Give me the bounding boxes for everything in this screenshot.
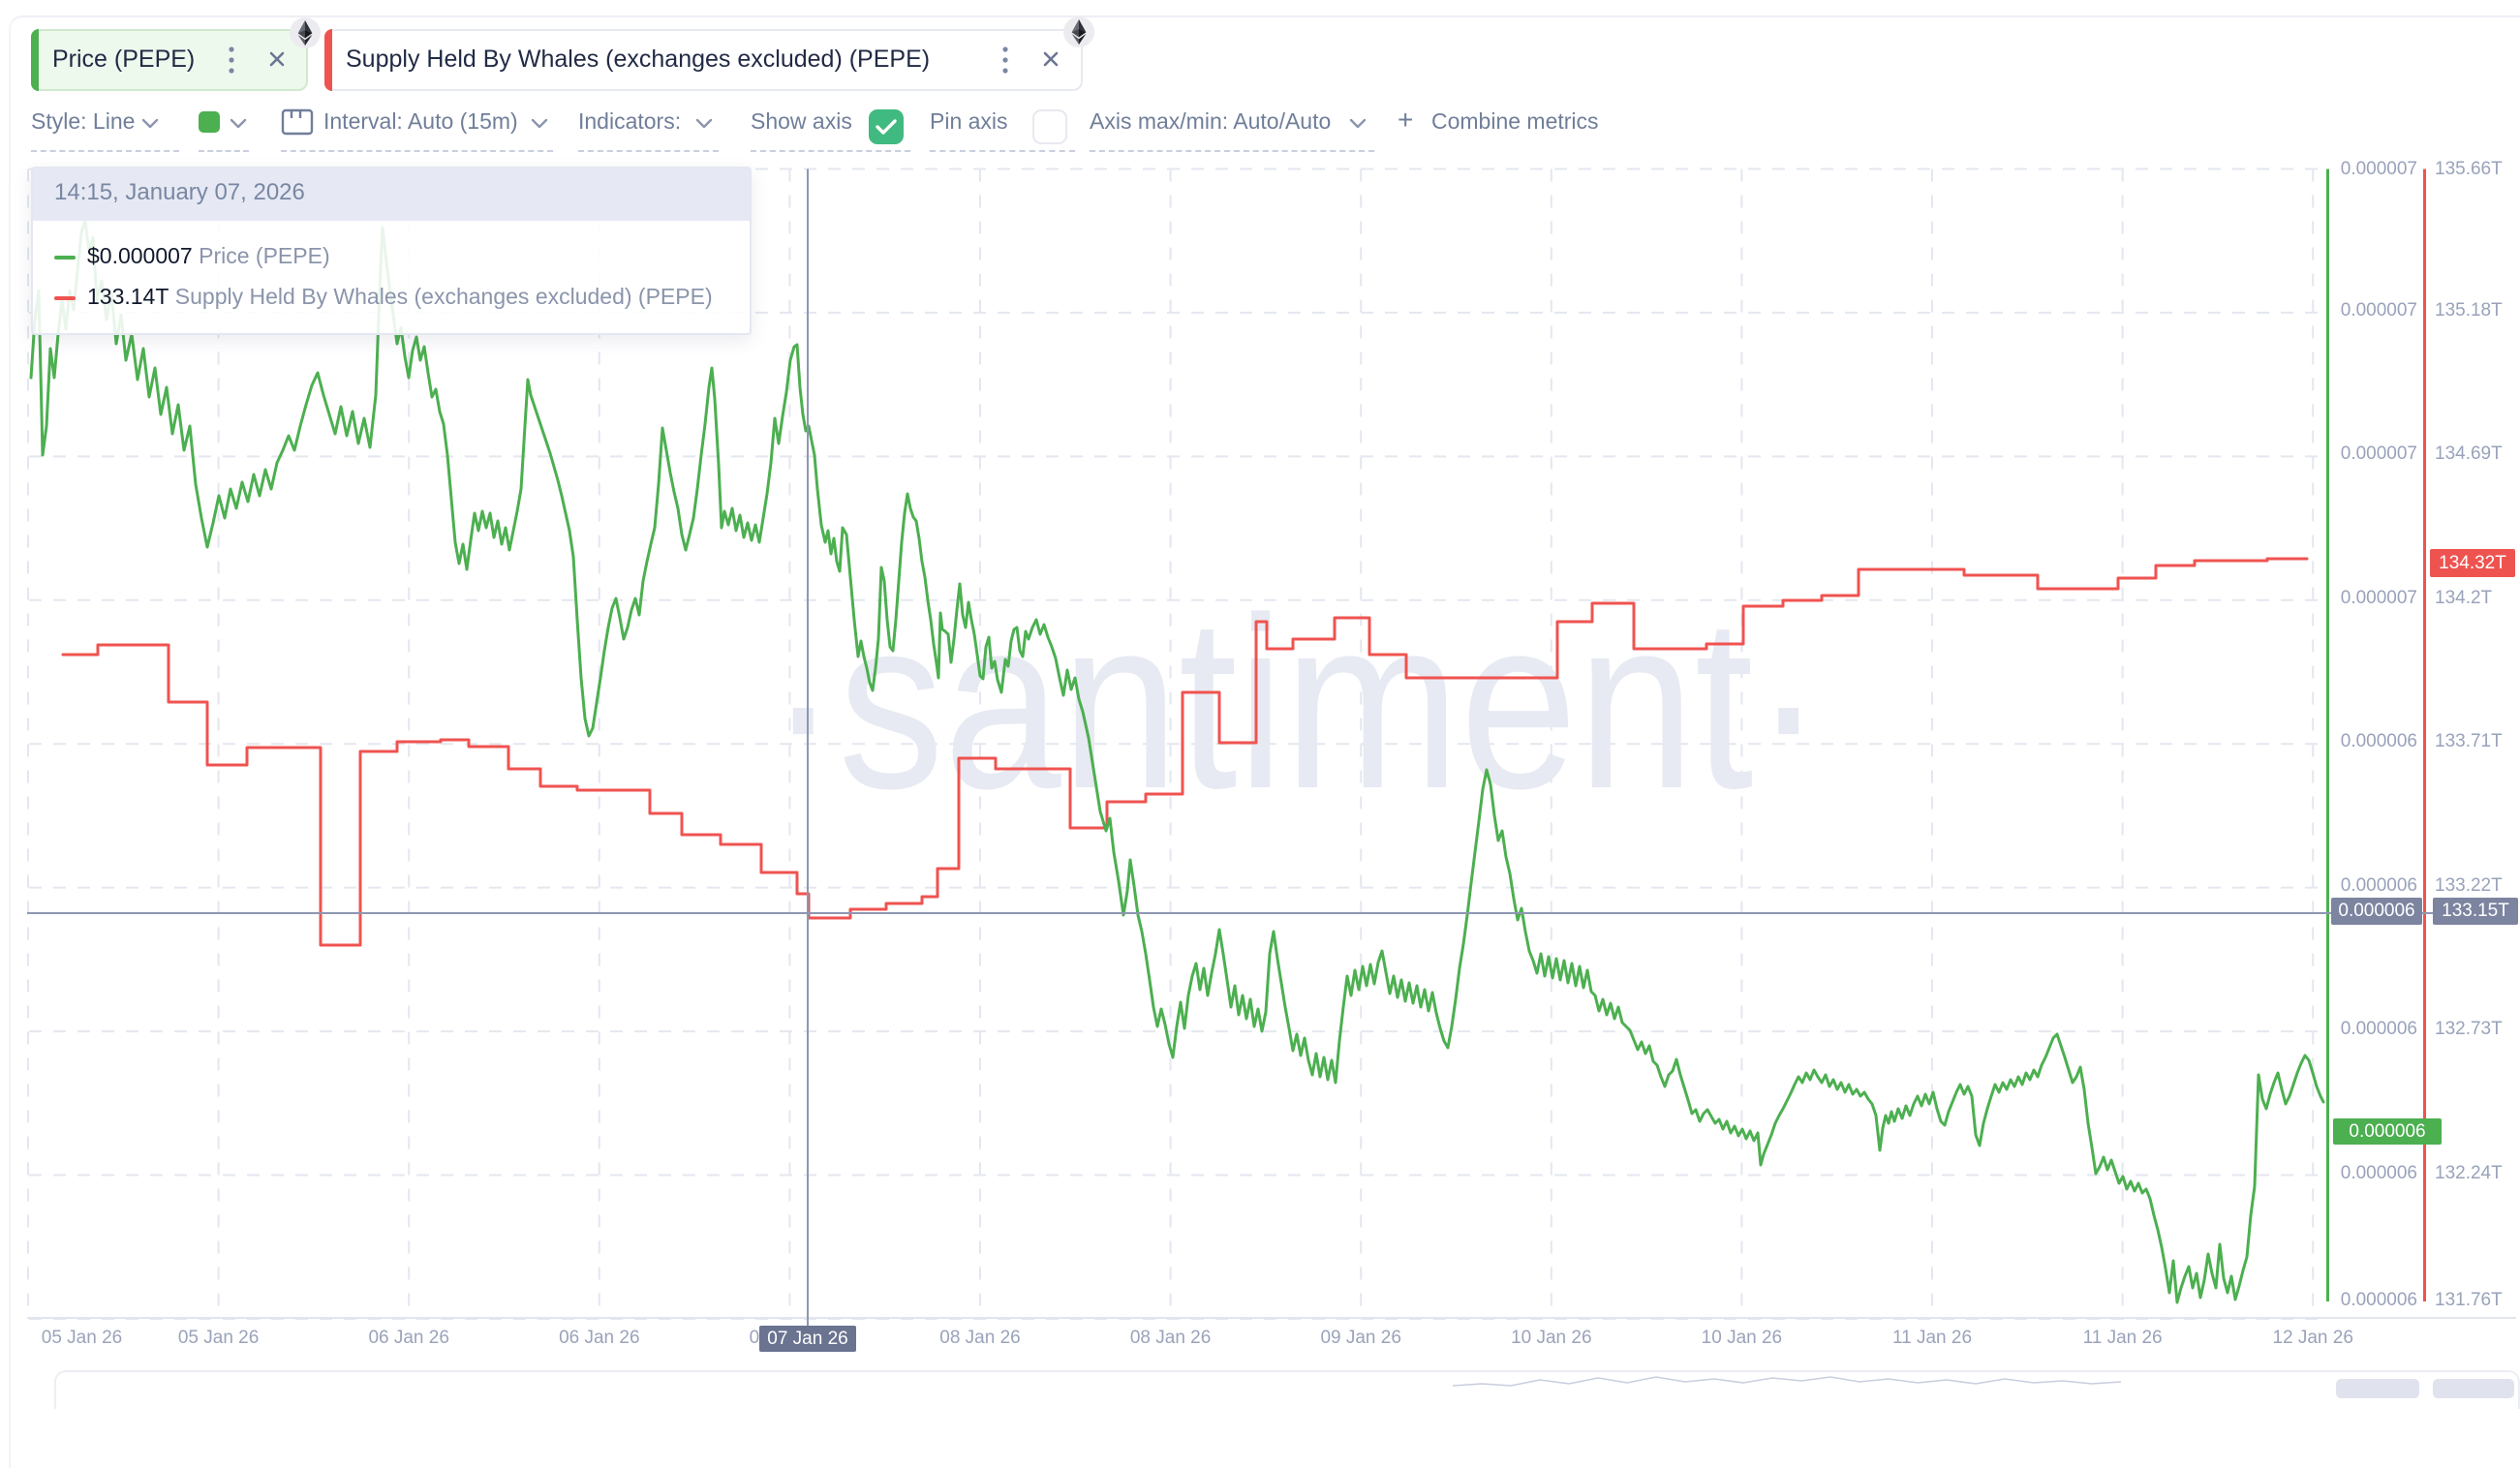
svg-text:·santiment·: ·santiment· — [768, 567, 1824, 840]
